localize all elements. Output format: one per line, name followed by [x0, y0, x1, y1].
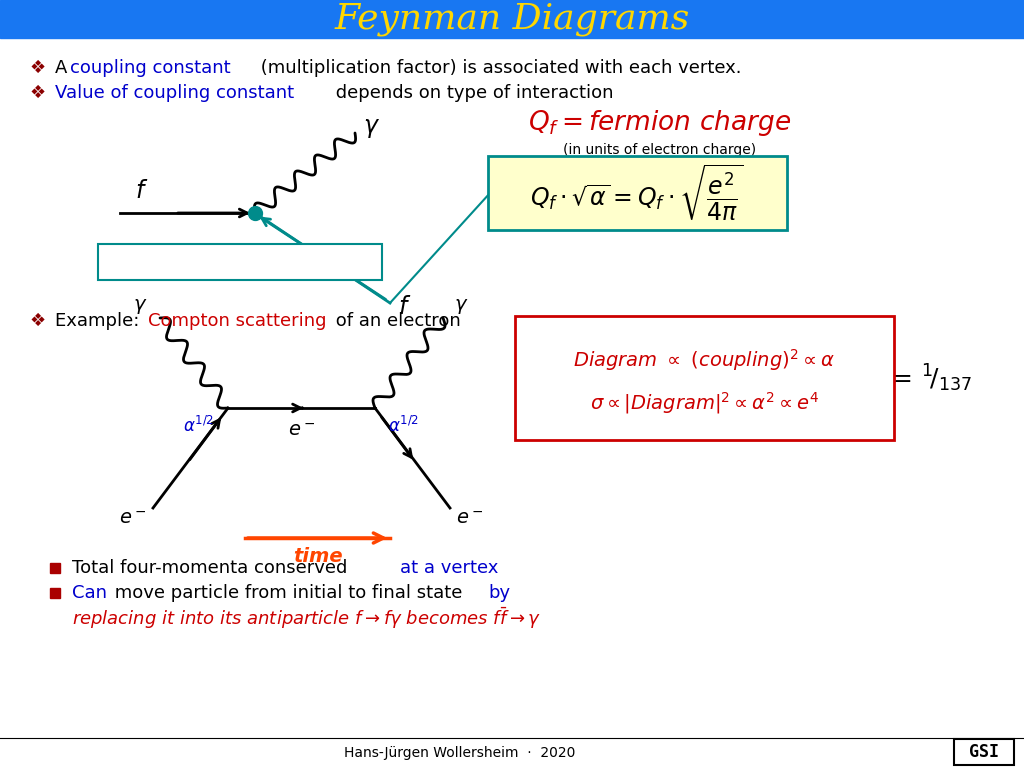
- Text: $f$: $f$: [398, 296, 412, 319]
- Text: GSI: GSI: [969, 743, 999, 761]
- Text: Feynman Diagrams: Feynman Diagrams: [335, 2, 689, 36]
- Text: A: A: [55, 59, 73, 77]
- Text: of an electron: of an electron: [330, 312, 461, 330]
- Text: Compton scattering: Compton scattering: [148, 312, 327, 330]
- Text: $\alpha^{1/2}$: $\alpha^{1/2}$: [387, 416, 419, 436]
- Text: coupling constant: coupling constant: [70, 59, 230, 77]
- Text: time: time: [293, 547, 342, 565]
- Text: (multiplication factor) is associated with each vertex.: (multiplication factor) is associated wi…: [255, 59, 741, 77]
- Text: $= \, ^1\!/_{137}$: $= \, ^1\!/_{137}$: [888, 362, 973, 394]
- Text: $Q_f \cdot \sqrt{\alpha} = Q_f \cdot \sqrt{\dfrac{e^2}{4\pi}}$: $Q_f \cdot \sqrt{\alpha} = Q_f \cdot \sq…: [530, 163, 743, 223]
- Text: $\gamma$: $\gamma$: [133, 296, 147, 316]
- Text: Value of coupling constant: Value of coupling constant: [55, 84, 294, 102]
- Text: ❖: ❖: [30, 84, 46, 102]
- Text: (in units of electron charge): (in units of electron charge): [563, 143, 757, 157]
- Text: $f$: $f$: [135, 180, 148, 203]
- Text: replacing it into its antiparticle $f \rightarrow f\gamma$ becomes $f\bar{f} \ri: replacing it into its antiparticle $f \r…: [72, 605, 541, 631]
- Text: $f \rightarrow f\gamma$: $f \rightarrow f\gamma$: [302, 251, 347, 273]
- Text: Hans-Jürgen Wollersheim  ·  2020: Hans-Jürgen Wollersheim · 2020: [344, 746, 575, 760]
- Text: depends on type of interaction: depends on type of interaction: [330, 84, 613, 102]
- Text: $\sigma \propto |\mathit{Diagram}|^2 \propto \alpha^2 \propto e^4$: $\sigma \propto |\mathit{Diagram}|^2 \pr…: [590, 390, 818, 416]
- Text: Can: Can: [72, 584, 106, 602]
- Text: $e^-$: $e^-$: [288, 421, 315, 439]
- Text: Electromagnetic: Electromagnetic: [160, 253, 296, 271]
- Text: $\mathit{Diagram}\ \propto\ \mathit{(coupling)}^2 \propto \alpha$: $\mathit{Diagram}\ \propto\ \mathit{(cou…: [573, 347, 835, 373]
- Text: $Q_f = fermion\ charge$: $Q_f = fermion\ charge$: [528, 108, 792, 138]
- Text: $e^-$: $e^-$: [119, 508, 146, 528]
- Text: at a vertex: at a vertex: [400, 559, 499, 577]
- Text: ❖: ❖: [30, 59, 46, 77]
- Text: ❖: ❖: [30, 312, 46, 330]
- FancyBboxPatch shape: [954, 739, 1014, 765]
- Text: Total four-momenta conserved: Total four-momenta conserved: [72, 559, 353, 577]
- FancyBboxPatch shape: [98, 244, 382, 280]
- Text: move particle from initial to final state: move particle from initial to final stat…: [109, 584, 468, 602]
- Text: $\alpha^{1/2}$: $\alpha^{1/2}$: [182, 416, 213, 436]
- Text: by: by: [488, 584, 510, 602]
- Text: $\gamma$: $\gamma$: [454, 296, 468, 316]
- Text: $e^-$: $e^-$: [457, 508, 483, 528]
- Text: $\gamma$: $\gamma$: [362, 117, 380, 140]
- FancyBboxPatch shape: [488, 156, 787, 230]
- Bar: [0, 0, 1024, 38]
- Text: Example:: Example:: [55, 312, 145, 330]
- FancyBboxPatch shape: [515, 316, 894, 440]
